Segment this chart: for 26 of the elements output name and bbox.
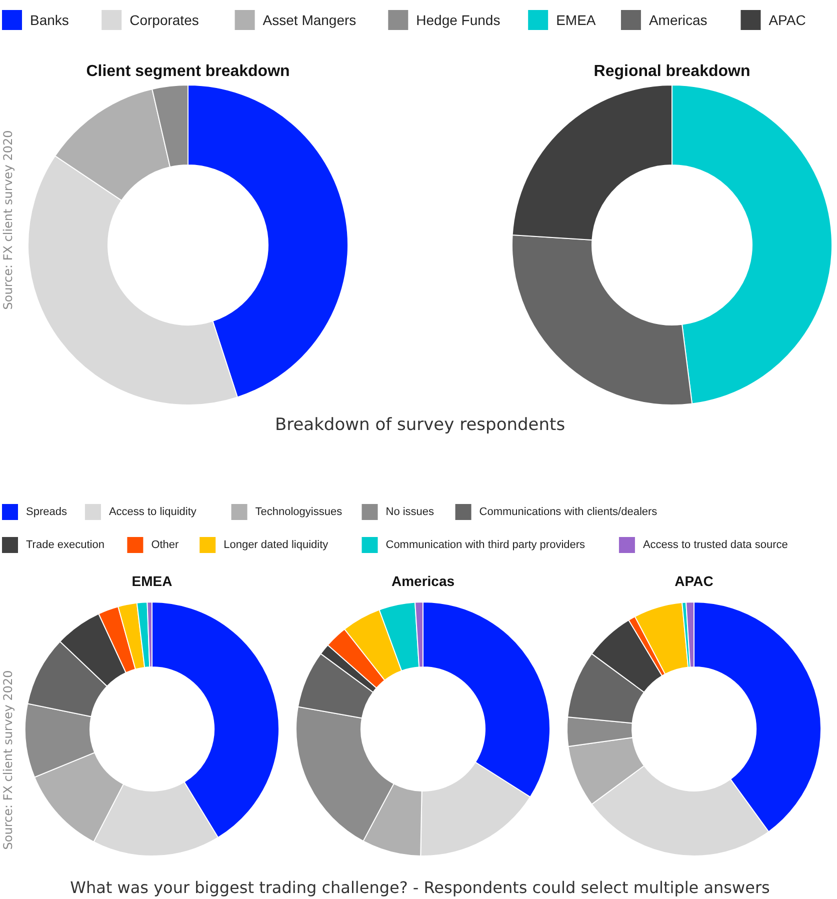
legend-label: Longer dated liquidity — [224, 539, 329, 551]
legend-label: Trade execution — [26, 539, 104, 551]
text: EMEA — [132, 573, 172, 589]
text: Breakdown of survey respondents — [274, 415, 566, 435]
legend-label: EMEA — [556, 12, 596, 28]
chart-title: APAC — [674, 573, 714, 589]
legend-label: Asset Mangers — [262, 12, 356, 28]
legend-label: Communications with clients/dealers — [479, 506, 658, 518]
legend-label: Banks — [30, 12, 69, 28]
legend-label: Corporates — [130, 12, 199, 28]
legend-label: Spreads — [26, 506, 68, 518]
text: What was your biggest trading challenge? - Respondents could select multiple answers — [70, 878, 770, 897]
source-note: Source: FX client survey 2020 — [1, 130, 15, 310]
text: Regional breakdown — [594, 63, 750, 80]
text: Client segment breakdown — [86, 63, 290, 80]
source-note: Source: FX client survey 2020 — [1, 670, 15, 850]
legend-label: No issues — [386, 506, 435, 518]
legend-label: Access to liquidity — [108, 506, 197, 518]
legend-label: Hedge Funds — [416, 12, 500, 28]
legend-label: APAC — [768, 12, 806, 28]
legend-label: Other — [151, 539, 180, 551]
legend-label: Communication with third party providers — [386, 539, 586, 551]
chart-title: Americas — [391, 573, 455, 589]
legend-label: Technologyissues — [255, 506, 343, 518]
legend-label: Americas — [648, 12, 708, 28]
legend-label: Access to trusted data source — [642, 539, 788, 551]
